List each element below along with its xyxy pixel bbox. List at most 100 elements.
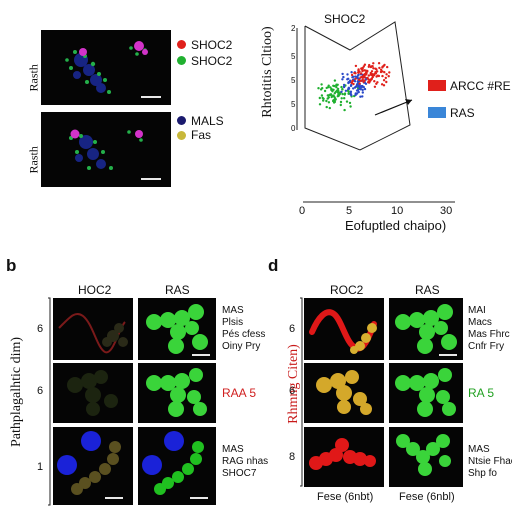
scatter-point-234: [375, 82, 378, 86]
panel-b-col-header-2: RAS: [165, 283, 190, 297]
scatter-point-174: [363, 81, 366, 84]
scatter-point-23: [332, 99, 335, 103]
panel-d-row1-label-1: MAI: [468, 305, 486, 316]
scatter-point-289: [361, 68, 364, 71]
scatter-ytick-1: 2: [291, 24, 296, 33]
scatter-point-277: [354, 77, 357, 81]
scatter-point-206: [365, 72, 368, 75]
scatter-point-58: [333, 96, 336, 99]
scatter-point-51: [347, 90, 350, 93]
panel-d-image-r1-c2: [389, 298, 463, 360]
scatter-point-177: [346, 73, 349, 76]
scatter-point-91: [348, 79, 352, 82]
scatter-point-145: [340, 90, 343, 94]
scatter-point-211: [376, 74, 379, 77]
scatter-point-53: [334, 90, 337, 94]
panel-d-row-tick-1: 6: [289, 323, 296, 335]
scatter-point-249: [379, 68, 383, 72]
micrograph-a-top: [41, 30, 171, 105]
scatter-point-256: [357, 68, 360, 71]
scatter-point-164: [355, 84, 358, 87]
scatter-point-200: [373, 72, 376, 76]
scatter-point-274: [367, 78, 370, 81]
scatter-point-252: [385, 80, 388, 84]
scatter-point-22: [330, 87, 333, 91]
scatter-point-159: [357, 80, 360, 83]
panel-d-row3-label-2: Ntsie Fhac: [468, 456, 512, 467]
scatter-point-34: [337, 90, 340, 94]
scatter-point-203: [362, 74, 366, 77]
scatter-point-267: [364, 72, 368, 76]
scatter-point-157: [357, 82, 360, 85]
scatter-point-113: [357, 85, 360, 88]
scatter-point-173: [360, 79, 364, 82]
scatter-point-77: [319, 88, 323, 91]
panel-b-image-r2-c1: [53, 363, 133, 423]
legend-label-shoc2-red: SHOC2: [191, 38, 233, 52]
scatter-point-198: [372, 74, 375, 77]
micrograph-a-bottom: [41, 112, 171, 187]
scatter-point-10: [340, 97, 343, 100]
scatter-point-217: [371, 75, 374, 79]
scatter-point-260: [361, 78, 364, 82]
scatter-point-139: [355, 89, 359, 92]
scatter-point-222: [362, 75, 366, 79]
legend-box-ras: [428, 107, 446, 118]
scatter-point-243: [357, 71, 360, 74]
scatter-point-105: [353, 80, 357, 83]
panel-d-row2-label: RA 5: [468, 386, 495, 400]
scatter-point-108: [357, 90, 360, 94]
scatter-point-118: [352, 75, 355, 79]
panel-d-row3-label-3: Shp fo: [468, 468, 497, 479]
scatter-point-71: [353, 94, 356, 98]
scatter-point-90: [350, 71, 353, 74]
scatter-point-104: [351, 79, 355, 82]
scatter-point-196: [357, 78, 361, 82]
legend-label-ras: RAS: [450, 106, 475, 120]
scatter-point-287: [370, 65, 373, 68]
scatter-point-124: [354, 93, 357, 96]
scatter-point-183: [363, 73, 366, 76]
scatter-point-133: [359, 88, 362, 91]
scatter-point-12: [343, 108, 346, 112]
scatter-point-209: [363, 79, 366, 82]
scatter-point-144: [347, 87, 351, 90]
row-label-a-1: Rasth: [26, 64, 41, 92]
scatter-point-221: [381, 66, 384, 69]
scatter-point-62: [320, 94, 324, 97]
scatter-point-21: [333, 79, 337, 82]
scatter-point-54: [327, 84, 330, 87]
scatter-point-15: [327, 94, 330, 97]
scatter-point-44: [327, 96, 330, 99]
scatter-point-27: [339, 100, 343, 104]
panel-b-image-r1-c2: [138, 298, 216, 360]
scatter-point-136: [359, 95, 362, 98]
scatter-point-38: [318, 96, 321, 100]
scatter-point-248: [360, 67, 363, 71]
scatter-point-50: [336, 83, 339, 87]
scatter-point-258: [382, 84, 386, 87]
scatter-point-230: [350, 81, 353, 85]
scatter-point-30: [336, 95, 339, 98]
scatter-point-84: [332, 101, 336, 104]
scatter-point-137: [358, 82, 361, 86]
scatter-point-86: [339, 103, 342, 107]
scatter-point-204: [369, 65, 373, 69]
scatter-point-68: [329, 93, 332, 97]
panel-b-row2-label: RAA 5: [222, 386, 257, 400]
scatter-point-74: [338, 93, 341, 96]
scatter-point-48: [329, 93, 333, 96]
scatter-point-262: [360, 75, 364, 79]
scatter-point-181: [351, 79, 354, 83]
scatter-point-275: [369, 78, 372, 81]
scatter-point-140: [342, 75, 345, 79]
scatter-point-247: [379, 70, 383, 74]
scatter-point-210: [350, 81, 353, 84]
scatter-point-122: [347, 77, 350, 81]
scatter-point-64: [336, 91, 340, 94]
scatter-point-141: [356, 76, 359, 80]
scatter-point-271: [359, 76, 362, 79]
scatter-point-52: [330, 88, 333, 92]
scatter-point-237: [350, 73, 354, 77]
scatter-point-272: [362, 65, 365, 68]
